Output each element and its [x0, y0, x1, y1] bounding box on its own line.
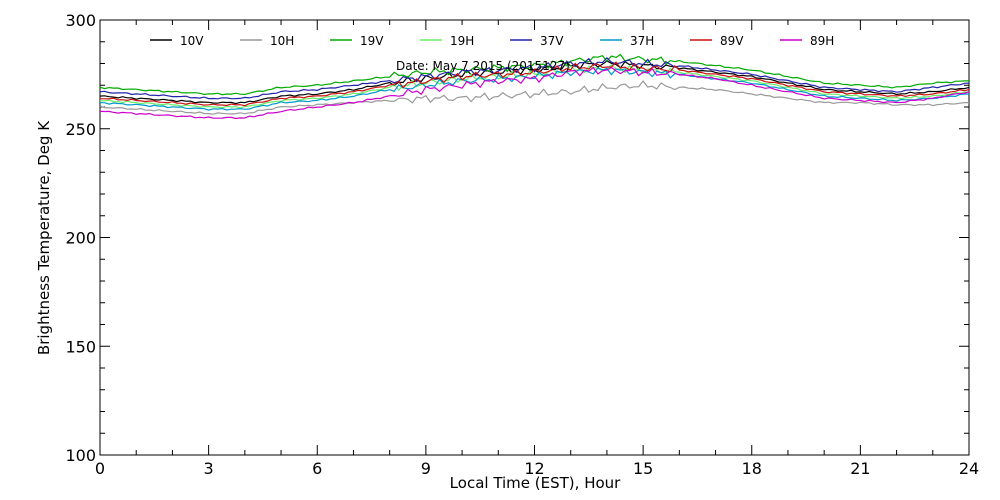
series-line-37h [100, 67, 970, 111]
legend-label-19v: 19V [360, 34, 384, 48]
series-line-37v [99, 56, 970, 100]
series-line-19v [99, 53, 969, 96]
y-tick-label: 100 [65, 446, 96, 465]
date-annotation: Date: May 7 2015 (2015127) [396, 59, 570, 73]
x-tick-label: 21 [850, 459, 870, 478]
x-tick-label: 9 [421, 459, 431, 478]
legend-label-10h: 10H [270, 34, 294, 48]
x-tick-label: 0 [95, 459, 105, 478]
legend: 10V 10H 19V 19H 37V 37H 89V 89H [150, 34, 834, 48]
legend-label-37h: 37H [630, 34, 654, 48]
legend-label-19h: 19H [450, 34, 474, 48]
y-tick-label: 200 [65, 229, 96, 248]
x-axis-label: Local Time (EST), Hour [450, 474, 621, 492]
x-tick-label: 3 [204, 459, 214, 478]
x-tick-label: 18 [742, 459, 762, 478]
x-tick-label: 15 [633, 459, 653, 478]
y-tick-label: 250 [65, 120, 96, 139]
legend-label-37v: 37V [540, 34, 564, 48]
series-lines [99, 53, 970, 120]
x-tick-label: 6 [312, 459, 322, 478]
y-axis-label: Brightness Temperature, Deg K [35, 120, 53, 355]
legend-label-89v: 89V [720, 34, 744, 48]
y-tick-label: 300 [65, 11, 96, 30]
plot-area-frame [99, 19, 970, 456]
legend-label-10v: 10V [180, 34, 204, 48]
y-tick-label: 150 [65, 337, 96, 356]
series-line-89v [100, 61, 970, 107]
axis-ticks: 0 3 6 9 12 15 18 21 24 100 150 200 250 300 [65, 11, 979, 478]
x-tick-label: 12 [524, 459, 544, 478]
series-line-89h [99, 66, 970, 120]
series-line-19h [99, 64, 970, 109]
legend-label-89h: 89H [810, 34, 834, 48]
x-tick-label: 24 [959, 459, 979, 478]
series-line-10h [99, 80, 969, 115]
